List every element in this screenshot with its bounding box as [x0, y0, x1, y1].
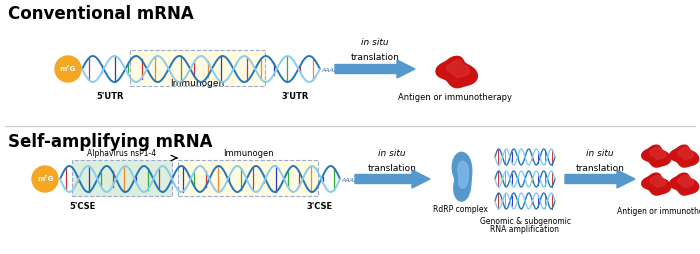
- Text: 3'CSE: 3'CSE: [307, 201, 333, 210]
- Polygon shape: [670, 173, 699, 195]
- Text: RNA amplification: RNA amplification: [491, 224, 559, 233]
- Text: Immunogen: Immunogen: [223, 148, 273, 157]
- Text: AAAAAn: AAAAAn: [341, 177, 366, 182]
- Polygon shape: [670, 146, 699, 167]
- Polygon shape: [650, 176, 666, 187]
- Text: 5'CSE: 5'CSE: [69, 201, 95, 210]
- Polygon shape: [447, 61, 469, 78]
- FancyBboxPatch shape: [130, 51, 265, 87]
- Text: Antigen or immunotherapy: Antigen or immunotherapy: [617, 206, 700, 215]
- Text: Immunogen: Immunogen: [170, 79, 225, 88]
- Text: AAAAAn: AAAAAn: [321, 67, 346, 72]
- Circle shape: [32, 166, 58, 192]
- Text: m⁷G: m⁷G: [37, 175, 53, 181]
- Text: in situ: in situ: [586, 148, 614, 157]
- Text: in situ: in situ: [378, 148, 406, 157]
- Text: Antigen or immunotherapy: Antigen or immunotherapy: [398, 93, 512, 102]
- FancyBboxPatch shape: [72, 160, 172, 196]
- Text: m⁷G: m⁷G: [60, 66, 76, 72]
- FancyArrow shape: [335, 61, 415, 79]
- Text: RdRP complex: RdRP complex: [433, 204, 487, 213]
- Text: 3'UTR: 3'UTR: [281, 92, 309, 101]
- Text: Conventional mRNA: Conventional mRNA: [8, 5, 194, 23]
- Circle shape: [55, 57, 81, 83]
- Text: Genomic & subgenomic: Genomic & subgenomic: [480, 216, 570, 225]
- Polygon shape: [650, 148, 666, 160]
- FancyArrow shape: [565, 170, 635, 188]
- Text: Self-amplifying mRNA: Self-amplifying mRNA: [8, 133, 213, 150]
- Polygon shape: [678, 148, 694, 160]
- Text: Alphavirus nsP1-4: Alphavirus nsP1-4: [88, 148, 157, 157]
- Polygon shape: [678, 176, 694, 187]
- Text: translation: translation: [351, 53, 400, 62]
- Polygon shape: [458, 162, 468, 188]
- Text: 5'UTR: 5'UTR: [97, 92, 124, 101]
- Polygon shape: [642, 146, 671, 167]
- Text: translation: translation: [368, 163, 416, 172]
- Text: translation: translation: [575, 163, 624, 172]
- Polygon shape: [452, 153, 472, 201]
- Polygon shape: [436, 57, 477, 88]
- FancyBboxPatch shape: [178, 160, 318, 196]
- Text: in situ: in situ: [361, 38, 388, 47]
- Polygon shape: [642, 173, 671, 195]
- FancyArrow shape: [355, 170, 430, 188]
